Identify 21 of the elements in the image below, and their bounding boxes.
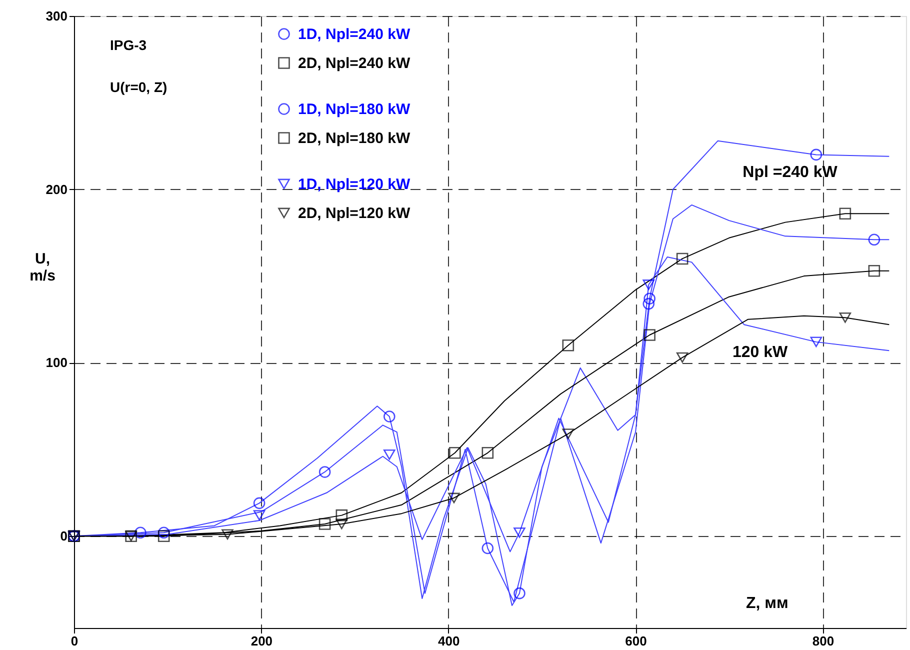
annotation: Npl =240 kW [742,164,838,181]
legend-label: 1D, Npl=120 kW [298,176,411,193]
y-axis-title: U, m/s [30,250,56,284]
legend-label: 2D, Npl=180 kW [298,130,411,147]
legend-label: 1D, Npl=240 kW [298,26,411,43]
y-tick-label: 0 [60,528,68,544]
legend-label: 2D, Npl=240 kW [298,55,411,72]
x-tick-label: 200 [250,634,273,648]
x-tick-label: 400 [438,634,460,648]
y-tick-label: 100 [46,355,68,370]
x-tick-label: 600 [625,634,647,648]
legend-label: 1D, Npl=180 kW [298,101,411,118]
legend-label: 2D, Npl=120 kW [298,205,411,222]
x-tick-label: 0 [70,634,78,648]
annotation: U(r=0, Z) [110,79,168,95]
x-axis-title: Z, мм [746,595,788,612]
x-tick-label: 800 [812,634,834,648]
y-tick-label: 300 [46,8,68,24]
y-tick-label: 200 [46,182,68,197]
annotation: 120 kW [732,344,788,361]
annotation: IPG-3 [110,37,147,53]
